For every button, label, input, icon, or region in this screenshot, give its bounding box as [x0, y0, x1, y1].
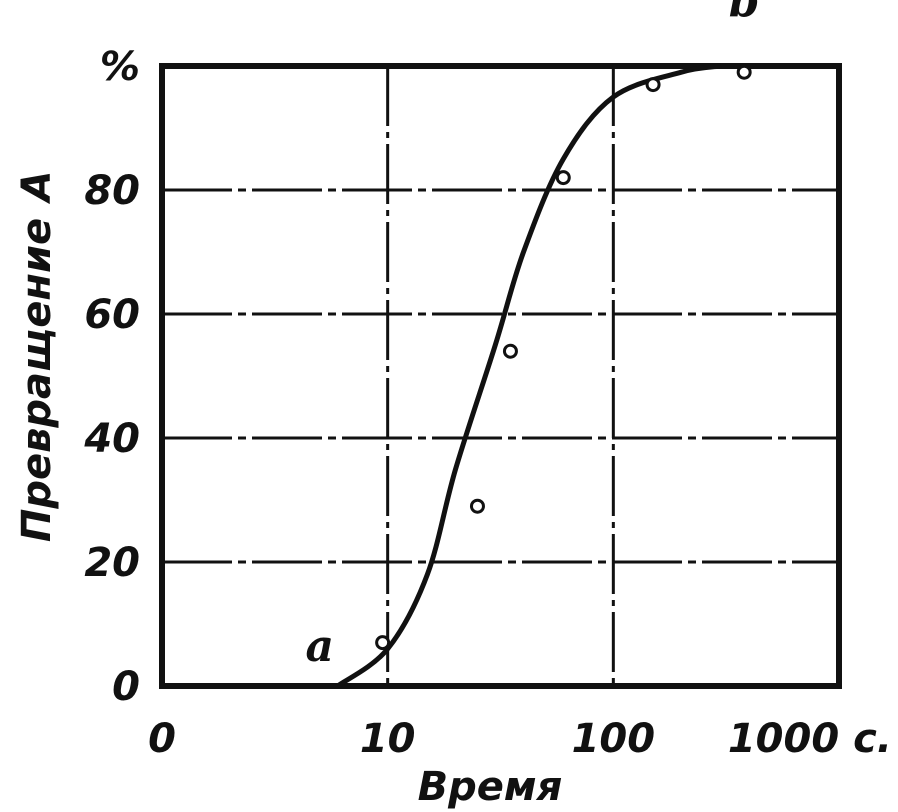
series-curve	[336, 63, 722, 689]
y-tick-label-1: 20	[84, 540, 140, 586]
y-tick-label-0: 0	[112, 664, 140, 710]
annotation-1: b	[729, 0, 760, 27]
y-tick-label-4: 80	[84, 168, 140, 214]
grid-lines	[162, 66, 839, 686]
x-axis-title: Время	[418, 764, 563, 810]
x-tick-label-0: 0	[148, 716, 176, 762]
data-point-5	[736, 64, 752, 80]
plot-frame	[159, 63, 842, 689]
x-tick-label-1: 10	[360, 716, 416, 762]
y-tick-label-5: %	[100, 44, 140, 90]
data-point-2	[502, 343, 518, 359]
y-tick-labels: 0 20 40 60 80%	[83, 44, 140, 710]
data-point-0	[375, 635, 391, 651]
data-point-1	[469, 498, 485, 514]
y-tick-label-3: 60	[84, 292, 140, 338]
point-annotations: ab	[305, 0, 759, 672]
x-tick-label-3: 1000 с.	[728, 716, 892, 762]
y-axis-annotation: A	[14, 171, 60, 205]
y-axis-title: Превращение	[14, 218, 60, 542]
x-tick-label-2: 100	[572, 716, 656, 762]
x-tick-labels: 0 10 100 1000 с.	[148, 716, 892, 762]
data-point-4	[645, 77, 661, 93]
data-point-3	[555, 170, 571, 186]
y-axis-title-group: Превращение	[14, 218, 60, 542]
y-axis-annotation-group: A	[14, 171, 60, 205]
annotation-0: a	[305, 621, 334, 672]
y-tick-label-2: 40	[83, 416, 140, 462]
data-markers	[375, 64, 752, 651]
